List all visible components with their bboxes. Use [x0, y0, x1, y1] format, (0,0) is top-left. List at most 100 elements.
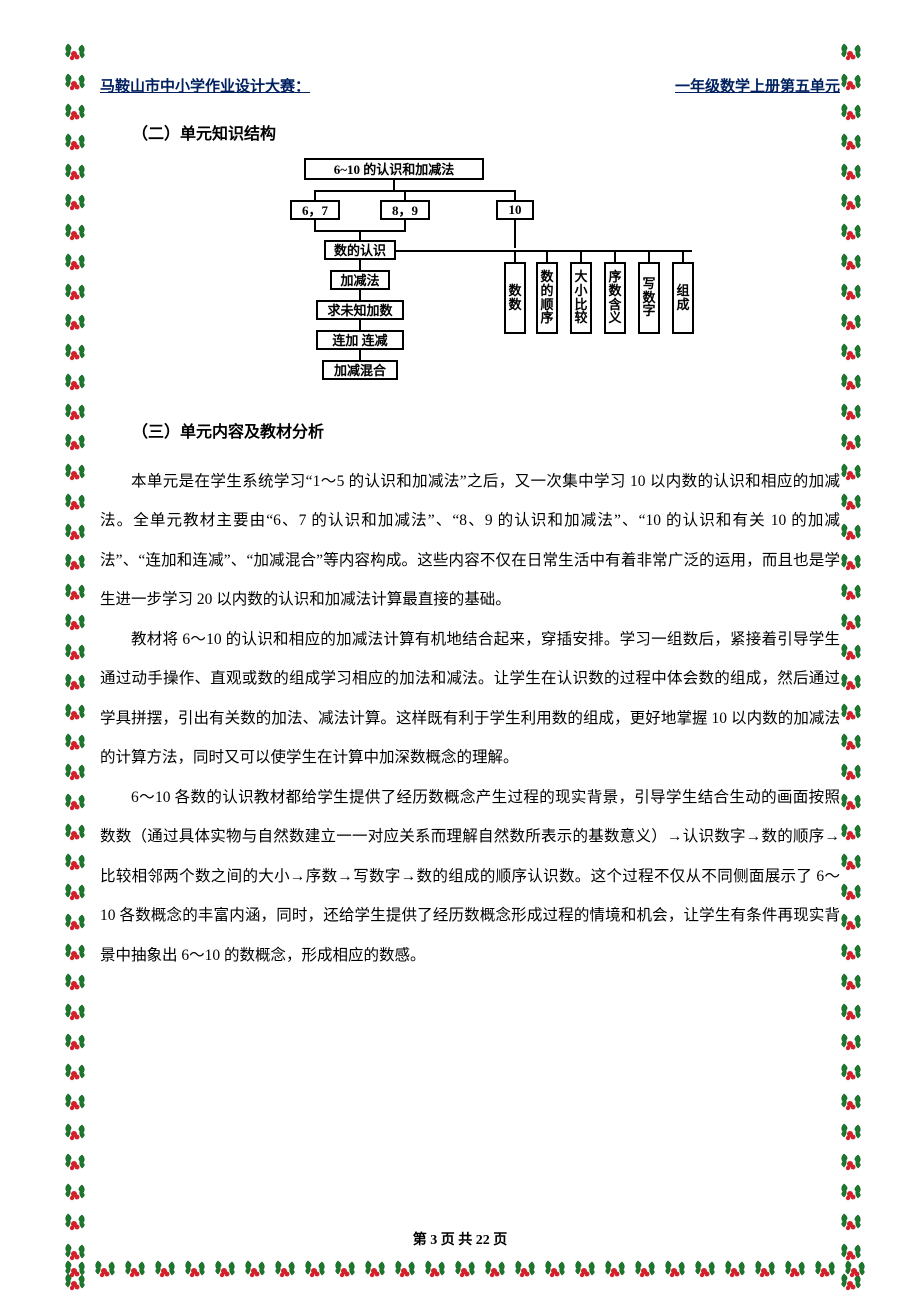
holly-ornament-icon	[838, 250, 864, 276]
holly-ornament-icon	[838, 760, 864, 786]
holly-ornament-icon	[838, 1030, 864, 1056]
flow-node-order: 数的顺序	[536, 262, 558, 334]
holly-ornament-icon	[838, 610, 864, 636]
flow-node-mixed: 加减混合	[322, 360, 398, 380]
holly-ornament-icon	[838, 280, 864, 306]
flow-node-unknown-addend: 求未知加数	[316, 300, 404, 320]
holly-ornament-icon	[62, 730, 88, 756]
holly-ornament-icon	[272, 1257, 298, 1283]
holly-ornament-icon	[838, 970, 864, 996]
holly-ornament-icon	[62, 430, 88, 456]
holly-ornament-icon	[838, 670, 864, 696]
holly-ornament-icon	[362, 1257, 388, 1283]
holly-ornament-icon	[62, 1090, 88, 1116]
holly-ornament-icon	[62, 820, 88, 846]
flow-node-root: 6~10 的认识和加减法	[304, 158, 484, 180]
flow-node-compose: 组成	[672, 262, 694, 334]
holly-ornament-icon	[62, 1150, 88, 1176]
flow-node-addsub: 加减法	[330, 270, 390, 290]
section-title-analysis: （三）单元内容及教材分析	[132, 418, 840, 442]
holly-ornament-icon	[392, 1257, 418, 1283]
holly-ornament-icon	[62, 1257, 88, 1283]
holly-ornament-icon	[838, 940, 864, 966]
holly-ornament-icon	[62, 40, 88, 66]
holly-ornament-icon	[62, 130, 88, 156]
holly-ornament-icon	[62, 190, 88, 216]
holly-ornament-icon	[62, 790, 88, 816]
holly-ornament-icon	[62, 880, 88, 906]
holly-ornament-icon	[212, 1257, 238, 1283]
holly-ornament-icon	[422, 1257, 448, 1283]
holly-ornament-icon	[838, 850, 864, 876]
holly-ornament-icon	[62, 850, 88, 876]
footer-prefix: 第	[413, 1233, 431, 1248]
holly-ornament-icon	[62, 670, 88, 696]
holly-ornament-icon	[632, 1257, 658, 1283]
holly-ornament-icon	[838, 1090, 864, 1116]
holly-ornament-icon	[182, 1257, 208, 1283]
holly-ornament-icon	[838, 790, 864, 816]
holly-ornament-icon	[842, 1257, 868, 1283]
holly-ornament-icon	[62, 1180, 88, 1206]
holly-ornament-icon	[752, 1257, 778, 1283]
holly-ornament-icon	[122, 1257, 148, 1283]
holly-ornament-icon	[838, 1150, 864, 1176]
holly-ornament-icon	[62, 70, 88, 96]
holly-ornament-icon	[62, 640, 88, 666]
holly-ornament-icon	[602, 1257, 628, 1283]
holly-ornament-icon	[62, 940, 88, 966]
holly-ornament-icon	[838, 340, 864, 366]
holly-ornament-icon	[62, 370, 88, 396]
holly-ornament-icon	[62, 490, 88, 516]
holly-ornament-icon	[838, 460, 864, 486]
holly-ornament-icon	[452, 1257, 478, 1283]
holly-ornament-icon	[662, 1257, 688, 1283]
holly-ornament-icon	[692, 1257, 718, 1283]
footer-mid: 页 共	[437, 1233, 476, 1248]
holly-ornament-icon	[838, 430, 864, 456]
footer-page-total: 22	[476, 1233, 490, 1248]
header-left: 马鞍山市中小学作业设计大赛：	[100, 78, 310, 98]
flow-node-recognition: 数的认识	[324, 240, 396, 260]
holly-ornament-icon	[838, 910, 864, 936]
holly-ornament-icon	[812, 1257, 838, 1283]
holly-ornament-icon	[242, 1257, 268, 1283]
flow-node-ordinal: 序数含义	[604, 262, 626, 334]
page-footer: 第 3 页 共 22 页	[0, 1229, 920, 1249]
paragraph-1: 本单元是在学生系统学习“1～5 的认识和加减法”之后，又一次集中学习 10 以内…	[100, 462, 840, 620]
holly-ornament-icon	[62, 460, 88, 486]
holly-ornament-icon	[62, 1270, 88, 1296]
holly-ornament-icon	[838, 580, 864, 606]
holly-ornament-icon	[838, 130, 864, 156]
holly-ornament-icon	[838, 1060, 864, 1086]
section-title-structure: （二）单元知识结构	[132, 120, 840, 144]
holly-ornament-icon	[62, 250, 88, 276]
holly-ornament-icon	[302, 1257, 328, 1283]
holly-ornament-icon	[838, 1000, 864, 1026]
holly-ornament-icon	[62, 1000, 88, 1026]
holly-ornament-icon	[62, 160, 88, 186]
holly-ornament-icon	[62, 100, 88, 126]
flow-node-89: 8，9	[380, 200, 430, 220]
holly-ornament-icon	[62, 1120, 88, 1146]
holly-ornament-icon	[838, 40, 864, 66]
holly-ornament-icon	[62, 520, 88, 546]
holly-ornament-icon	[838, 190, 864, 216]
knowledge-structure-diagram: 6~10 的认识和加减法 6，7 8，9 10 数的认识	[100, 158, 840, 388]
holly-ornament-icon	[838, 730, 864, 756]
holly-ornament-icon	[838, 310, 864, 336]
holly-ornament-icon	[838, 1270, 864, 1296]
holly-ornament-icon	[838, 640, 864, 666]
holly-ornament-icon	[62, 310, 88, 336]
holly-ornament-icon	[838, 490, 864, 516]
holly-ornament-icon	[62, 610, 88, 636]
flow-node-67: 6，7	[290, 200, 340, 220]
holly-ornament-icon	[838, 220, 864, 246]
holly-ornament-icon	[838, 1180, 864, 1206]
holly-ornament-icon	[332, 1257, 358, 1283]
holly-ornament-icon	[838, 700, 864, 726]
header-right: 一年级数学上册第五单元	[675, 78, 840, 98]
holly-ornament-icon	[722, 1257, 748, 1283]
holly-ornament-icon	[92, 1257, 118, 1283]
holly-ornament-icon	[542, 1257, 568, 1283]
